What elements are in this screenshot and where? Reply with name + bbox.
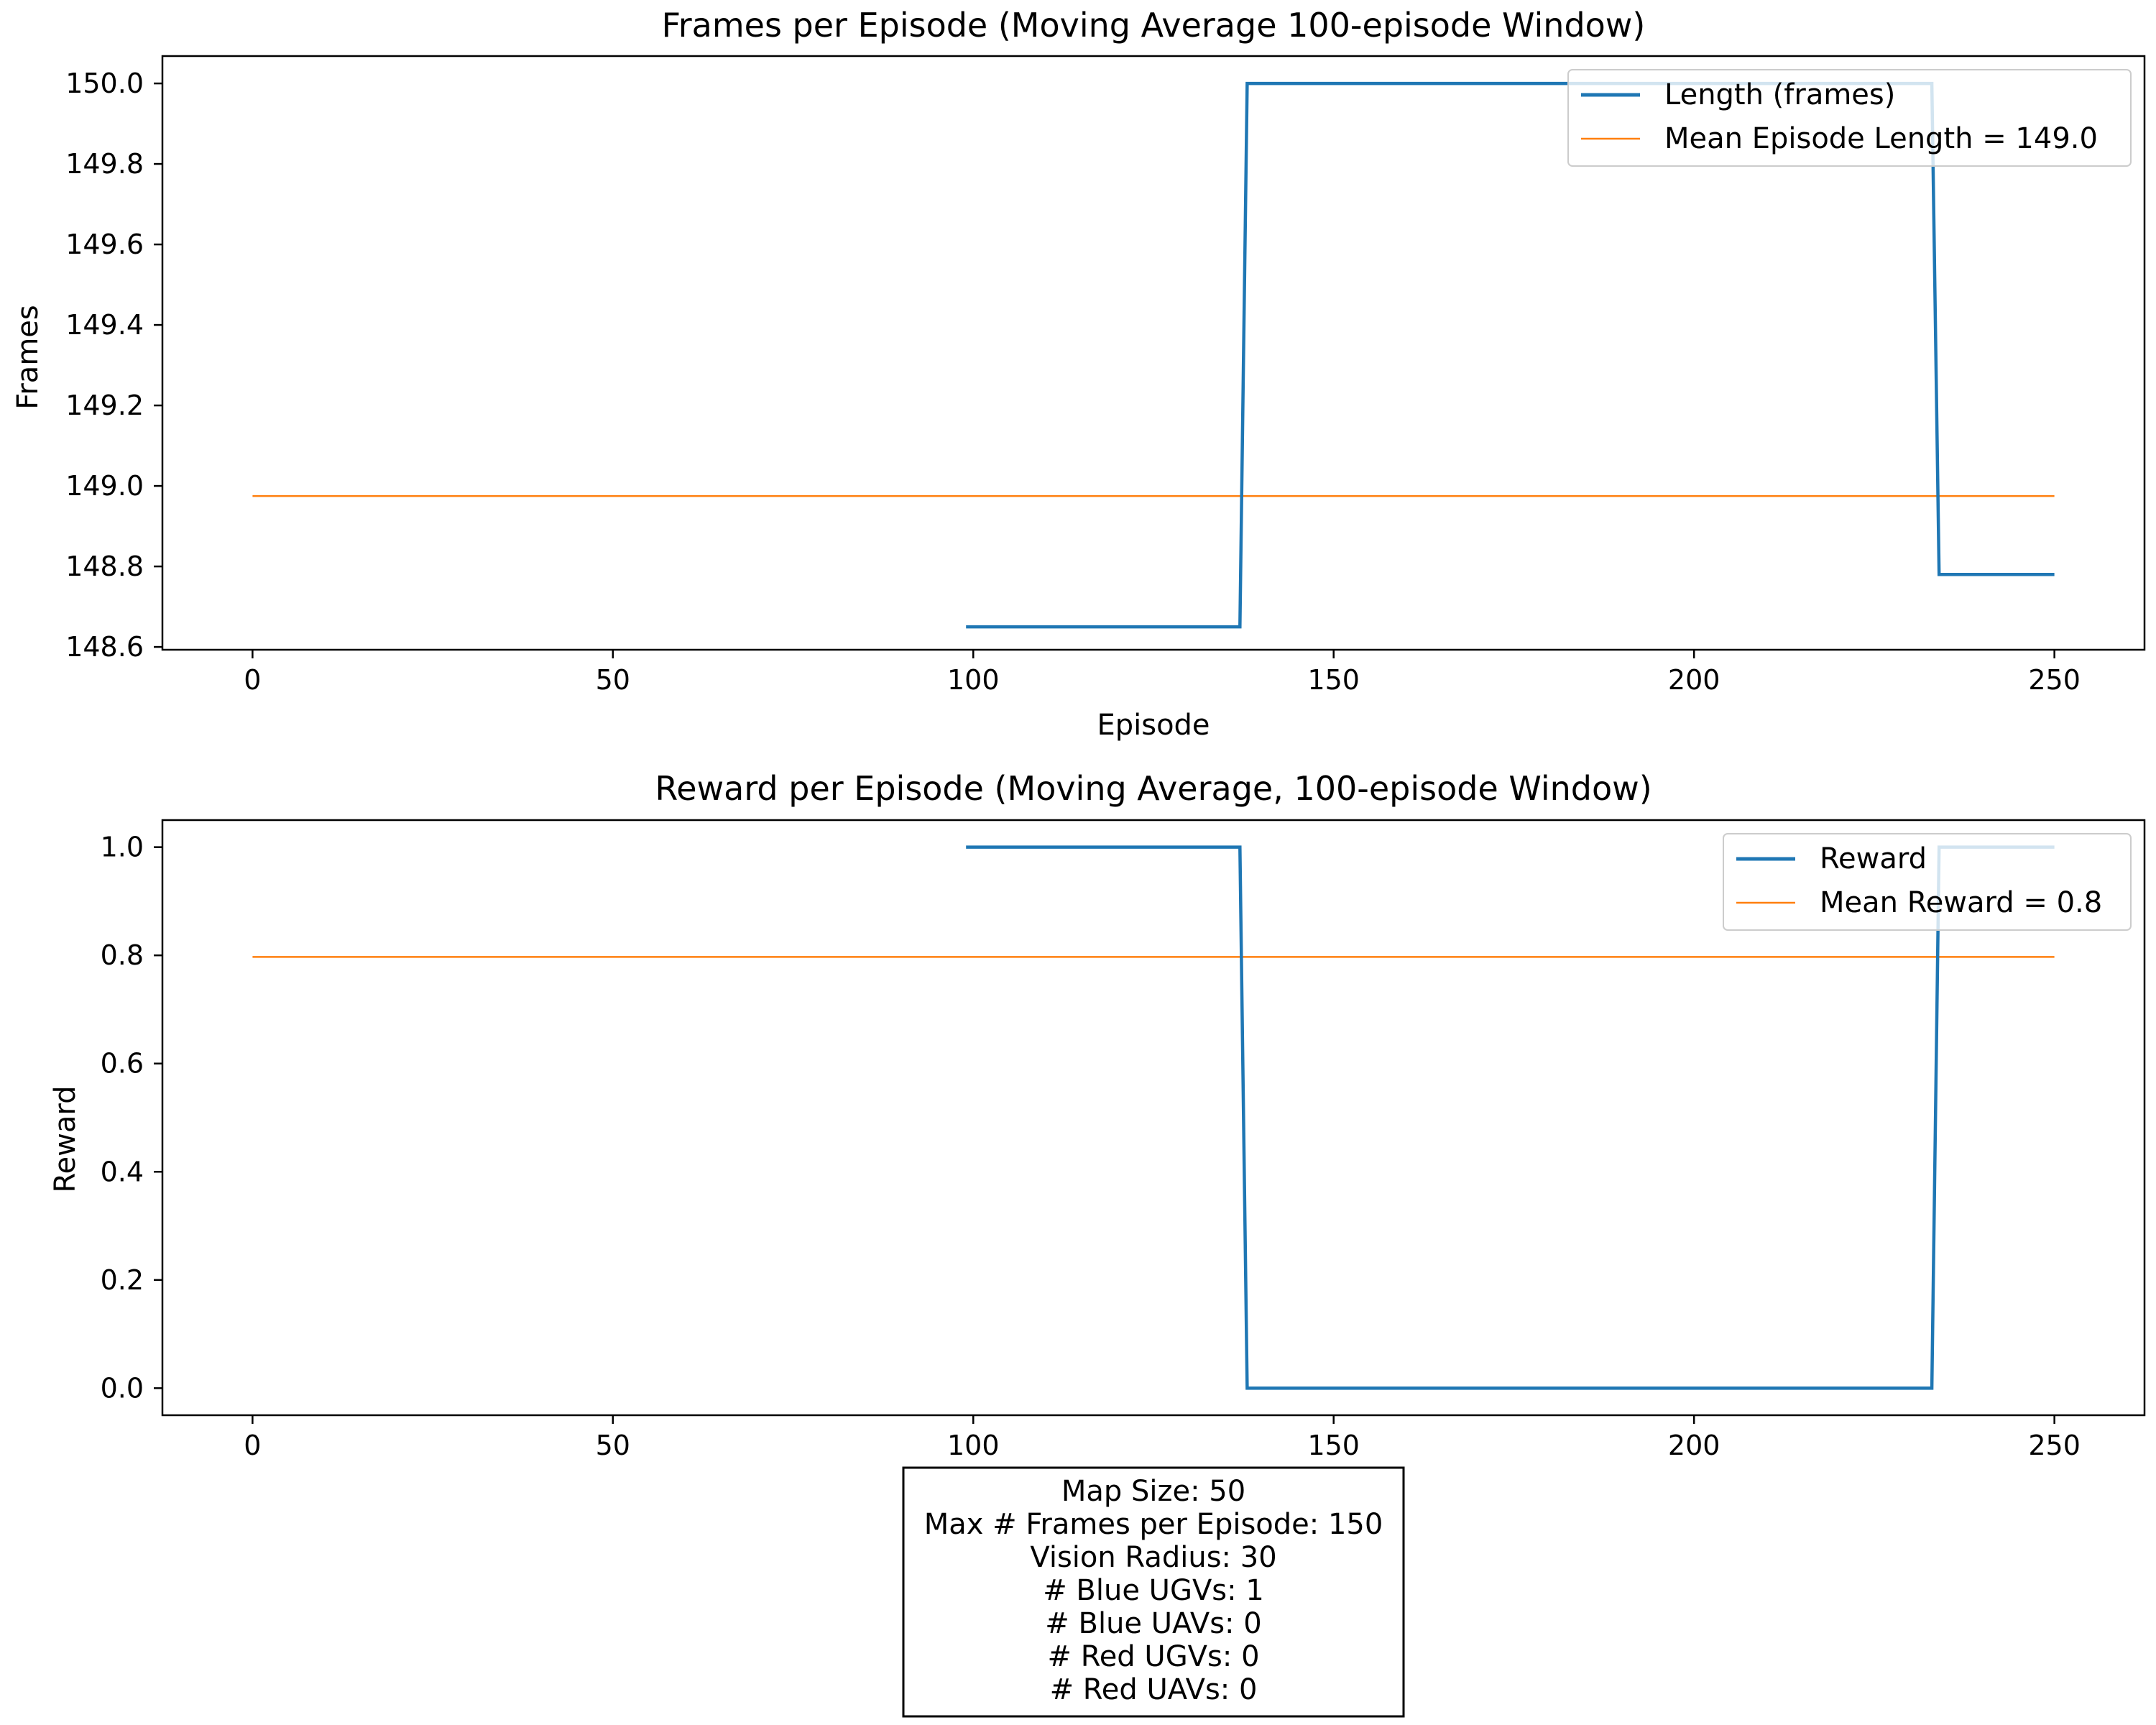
- frames-chart: Frames per Episode (Moving Average 100-e…: [11, 6, 2146, 742]
- x-tick-label: 200: [1668, 1430, 1720, 1461]
- parameter-line: # Red UGVs: 0: [1047, 1640, 1259, 1673]
- legend-label-mean: Mean Reward = 0.8: [1820, 886, 2102, 919]
- y-tick-label: 150.0: [65, 68, 144, 99]
- x-tick-label: 50: [596, 664, 630, 696]
- parameter-line: Map Size: 50: [1061, 1475, 1245, 1508]
- parameter-line: Max # Frames per Episode: 150: [924, 1508, 1383, 1541]
- parameter-line: Vision Radius: 30: [1030, 1541, 1276, 1574]
- parameters-box-frame: [902, 1466, 1405, 1718]
- y-tick-label: 149.2: [65, 390, 144, 421]
- legend-box: [1567, 69, 2132, 167]
- y-tick-label: 148.8: [65, 551, 144, 582]
- y-tick-label: 0.2: [101, 1264, 144, 1296]
- parameter-line: # Blue UAVs: 0: [1045, 1607, 1261, 1640]
- x-tick-label: 200: [1668, 664, 1720, 696]
- chart-title: Reward per Episode (Moving Average, 100-…: [655, 769, 1651, 808]
- x-tick-label: 0: [244, 664, 261, 696]
- legend: Length (frames) Mean Episode Length = 14…: [1567, 69, 2132, 167]
- parameters-box: Map Size: 50 Max # Frames per Episode: 1…: [902, 1466, 1405, 1718]
- y-tick-label: 149.0: [65, 470, 144, 502]
- legend-label-length: Length (frames): [1664, 78, 1895, 111]
- y-tick-label: 0.6: [101, 1048, 144, 1080]
- x-axis-label: Episode: [1097, 709, 1210, 742]
- y-tick-label: 0.4: [101, 1156, 144, 1187]
- x-tick-label: 100: [947, 1430, 1000, 1461]
- x-tick-label: 250: [2028, 664, 2081, 696]
- y-tick-label: 149.8: [65, 148, 144, 180]
- y-axis-label: Frames: [11, 305, 45, 409]
- x-tick-label: 150: [1307, 1430, 1360, 1461]
- y-tick-label: 148.6: [65, 631, 144, 663]
- x-tick-label: 150: [1307, 664, 1360, 696]
- reward-chart: Reward per Episode (Moving Average, 100-…: [49, 769, 2146, 1461]
- y-tick-label: 0.8: [101, 939, 144, 971]
- x-tick-label: 0: [244, 1430, 261, 1461]
- y-tick-label: 149.4: [65, 309, 144, 341]
- chart-title: Frames per Episode (Moving Average 100-e…: [662, 6, 1646, 45]
- parameter-line: # Red UAVs: 0: [1050, 1673, 1258, 1706]
- x-tick-label: 50: [596, 1430, 630, 1461]
- legend-label-mean: Mean Episode Length = 149.0: [1664, 122, 2098, 155]
- x-tick-label: 100: [947, 664, 1000, 696]
- y-tick-label: 0.0: [101, 1372, 144, 1404]
- plot-frame: [161, 819, 2146, 1417]
- y-axis-label: Reward: [49, 1086, 82, 1193]
- y-tick-label: 1.0: [101, 832, 144, 863]
- legend-label-reward: Reward: [1820, 842, 1927, 875]
- legend: Reward Mean Reward = 0.8: [1723, 833, 2132, 931]
- legend-box: [1723, 833, 2132, 931]
- plot-frame: [161, 55, 2146, 651]
- parameter-line: # Blue UGVs: 1: [1043, 1574, 1264, 1607]
- y-tick-label: 149.6: [65, 229, 144, 260]
- x-tick-label: 250: [2028, 1430, 2081, 1461]
